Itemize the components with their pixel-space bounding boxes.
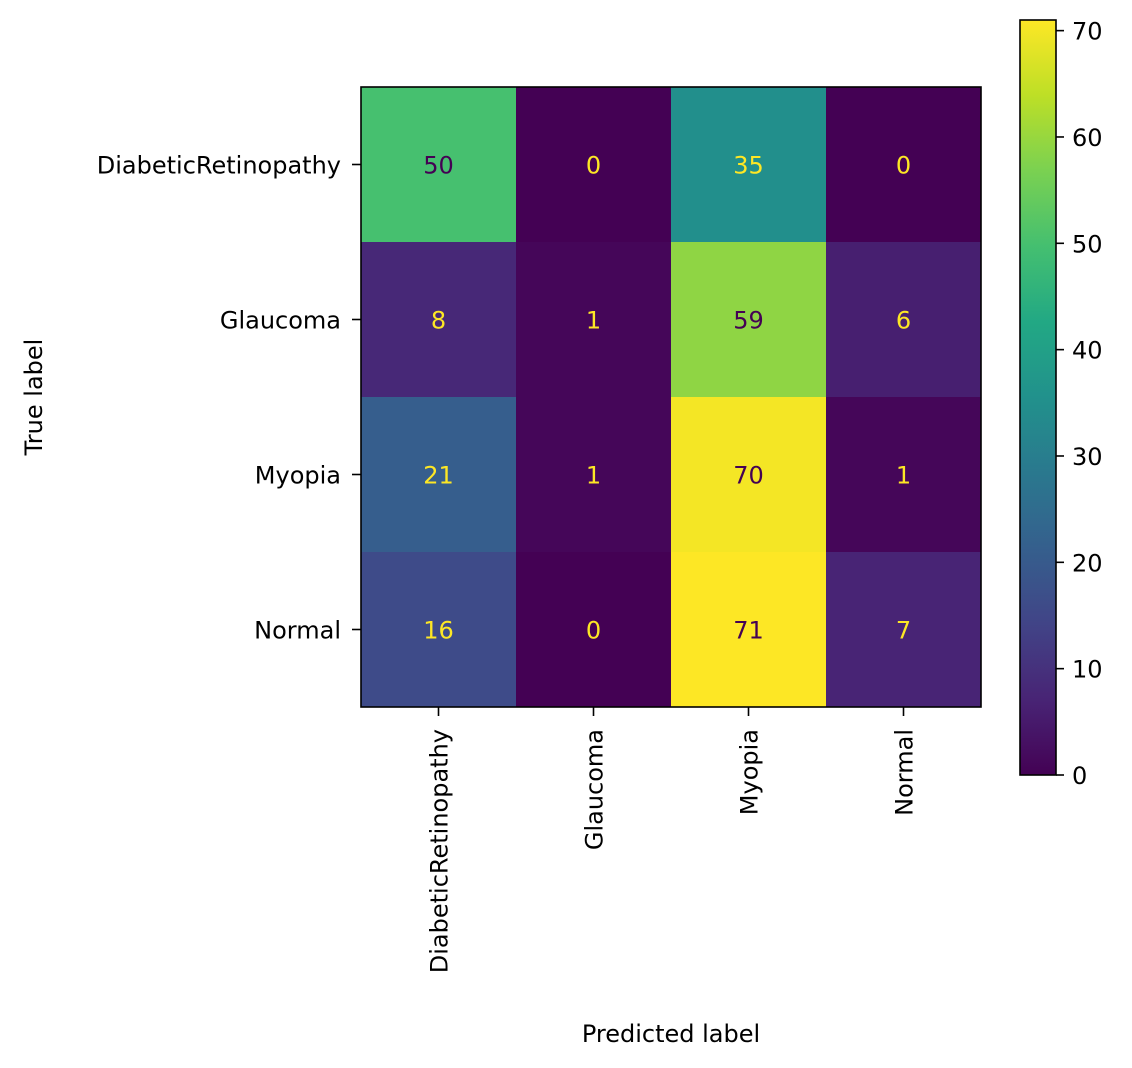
heatmap-cells bbox=[361, 87, 981, 707]
cell-value-label: 50 bbox=[423, 152, 454, 180]
x-tick-label: DiabeticRetinopathy bbox=[426, 729, 454, 973]
heatmap-cell bbox=[671, 552, 826, 707]
heatmap-cell bbox=[361, 552, 516, 707]
cell-value-label: 1 bbox=[586, 462, 601, 490]
heatmap-cell bbox=[671, 242, 826, 397]
x-axis-label: Predicted label bbox=[582, 1020, 760, 1048]
colorbar-ticks: 0 10 20 30 40 50 60 70 bbox=[1056, 18, 1103, 790]
cell-value-label: 0 bbox=[586, 617, 601, 645]
cell-value-label: 71 bbox=[733, 617, 764, 645]
x-axis-ticks: DiabeticRetinopathy Glaucoma Myopia Normal bbox=[426, 707, 919, 973]
heatmap-cell bbox=[826, 397, 981, 552]
y-tick-label: Normal bbox=[254, 617, 341, 645]
cell-value-label: 35 bbox=[733, 152, 764, 180]
cell-value-labels: 50 0 35 0 8 1 59 6 21 1 70 1 16 0 71 7 bbox=[423, 152, 911, 645]
cell-value-label: 6 bbox=[896, 307, 911, 335]
cell-value-label: 70 bbox=[733, 462, 764, 490]
heatmap-cell bbox=[671, 87, 826, 242]
colorbar-tick-label: 10 bbox=[1072, 656, 1103, 684]
heatmap-cell bbox=[826, 552, 981, 707]
x-tick-label: Normal bbox=[891, 729, 919, 816]
colorbar bbox=[1020, 20, 1056, 775]
cell-value-label: 16 bbox=[423, 617, 454, 645]
colorbar-frame bbox=[1019, 19, 1057, 776]
heatmap-cell bbox=[361, 397, 516, 552]
colorbar-tick-label: 40 bbox=[1072, 337, 1103, 365]
colorbar-tick-label: 50 bbox=[1072, 230, 1103, 258]
heatmap-cell bbox=[516, 397, 671, 552]
x-tick-label: Myopia bbox=[736, 729, 764, 815]
heatmap-cell bbox=[516, 552, 671, 707]
heatmap-cell bbox=[361, 87, 516, 242]
colorbar-tick-label: 60 bbox=[1072, 124, 1103, 152]
y-tick-label: Myopia bbox=[255, 462, 341, 490]
heatmap-cell bbox=[671, 397, 826, 552]
cell-value-label: 8 bbox=[431, 307, 446, 335]
y-tick-label: Glaucoma bbox=[220, 307, 341, 335]
y-tick-label: DiabeticRetinopathy bbox=[97, 152, 341, 180]
plot-frame bbox=[360, 86, 982, 708]
heatmap-cell bbox=[361, 242, 516, 397]
cell-value-label: 1 bbox=[586, 307, 601, 335]
x-tick-label: Glaucoma bbox=[581, 729, 609, 850]
colorbar-tick-label: 20 bbox=[1072, 549, 1103, 577]
cell-value-label: 1 bbox=[896, 462, 911, 490]
cell-value-label: 0 bbox=[896, 152, 911, 180]
y-axis-label: True label bbox=[20, 339, 48, 457]
cell-value-label: 7 bbox=[896, 617, 911, 645]
heatmap-cell bbox=[516, 87, 671, 242]
colorbar-tick-label: 0 bbox=[1072, 762, 1087, 790]
cell-value-label: 0 bbox=[586, 152, 601, 180]
cell-value-label: 21 bbox=[423, 462, 454, 490]
colorbar-tick-label: 70 bbox=[1072, 18, 1103, 46]
cell-value-label: 59 bbox=[733, 307, 764, 335]
colorbar-tick-label: 30 bbox=[1072, 443, 1103, 471]
heatmap-cell bbox=[516, 242, 671, 397]
y-axis-ticks: DiabeticRetinopathy Glaucoma Myopia Normal bbox=[97, 152, 361, 645]
heatmap-cell bbox=[826, 242, 981, 397]
heatmap-cell bbox=[826, 87, 981, 242]
